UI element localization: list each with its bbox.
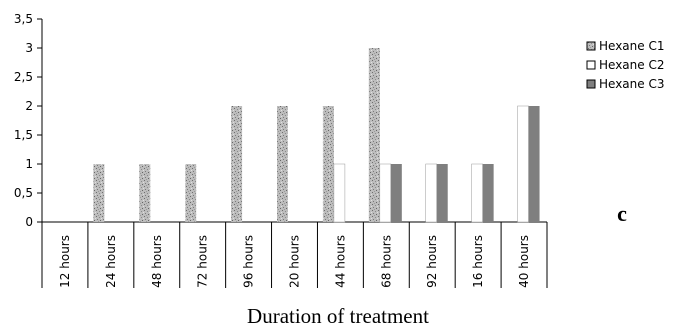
x-tick-label: 48 hours [150,235,164,288]
bar [231,106,243,222]
x-tick-label: 92 hours [425,235,439,288]
x-tick-label: 72 hours [196,235,210,288]
bar [93,164,105,222]
y-axis: 0 0,5 1 1,5 2 2,5 3 3,5 [14,12,43,229]
panel-label: c [617,201,627,226]
bar [322,106,334,222]
x-tick-label: 16 hours [471,235,485,288]
x-tick-label: 40 hours [517,235,531,288]
bar [390,164,402,222]
legend-label: Hexane C1 [599,39,664,53]
bar [277,106,288,222]
x-tick-label: 68 hours [379,235,393,288]
y-tick-label: 1,5 [14,128,33,142]
x-axis-label: Duration of treatment [247,304,429,328]
x-tick-label: 96 hours [242,235,256,288]
bar [139,164,151,222]
x-tick-label: 44 hours [333,235,347,288]
x-tick-label: 20 hours [288,235,302,288]
y-tick-label: 2 [25,99,33,113]
legend-swatch [586,41,596,51]
bar [528,106,540,222]
legend: Hexane C1 Hexane C2 Hexane C3 [586,39,664,91]
bar [379,163,392,223]
y-tick-label: 2,5 [14,70,33,84]
y-tick-label: 0,5 [14,186,33,200]
bar [425,163,437,223]
legend-label: Hexane C3 [599,77,664,91]
bar [482,164,494,222]
bar [333,163,346,223]
bars [93,48,540,223]
y-tick-label: 0 [25,215,33,229]
bar [471,163,483,223]
bar [368,48,380,222]
x-axis: 12 hours 24 hours 48 hours 72 hours 96 hours… [41,221,548,288]
y-tick-label: 3,5 [14,12,33,26]
y-tick-label: 3 [25,41,33,55]
bar [436,164,448,222]
legend-swatch [586,60,596,70]
legend-label: Hexane C2 [599,58,664,72]
x-tick-label: 12 hours [58,235,72,288]
legend-swatch [586,79,596,89]
x-tick-label: 24 hours [104,235,118,288]
bar [517,105,529,223]
bar [185,164,197,222]
y-tick-label: 1 [25,157,33,171]
